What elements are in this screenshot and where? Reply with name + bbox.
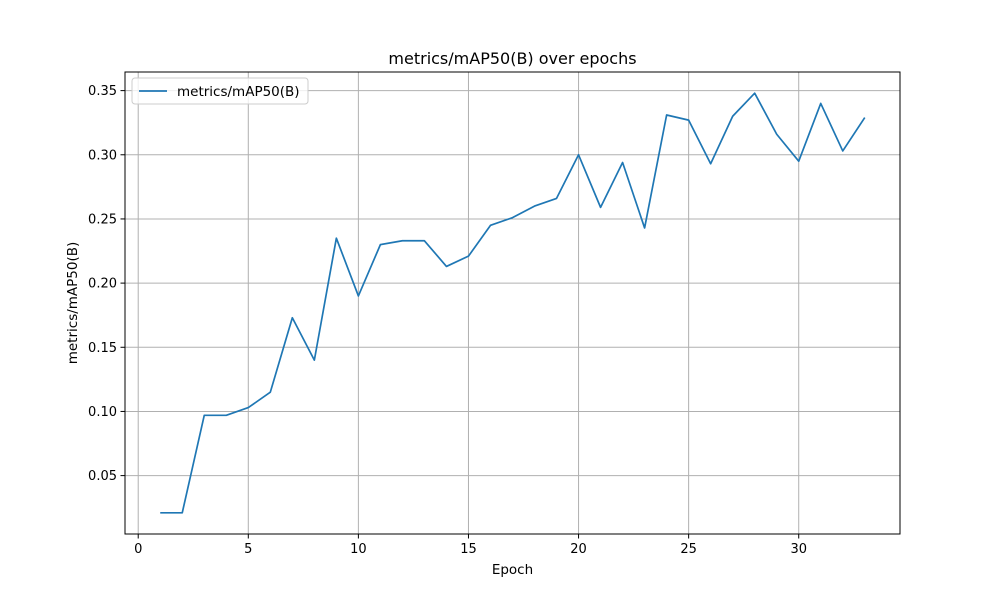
- x-tick-label: 15: [460, 542, 477, 557]
- plot-area-frame: [124, 71, 901, 535]
- series-lines: [160, 92, 866, 514]
- grid-lines: [125, 72, 900, 534]
- x-tick-label: 5: [244, 542, 252, 557]
- x-axis-label: Epoch: [492, 562, 533, 578]
- legend-box: [131, 77, 309, 105]
- y-axis-label: metrics/mAP50(B): [65, 242, 81, 365]
- legend: metrics/mAP50(B): [131, 77, 309, 105]
- y-tick-label: 0.25: [88, 212, 117, 227]
- y-tick-label: 0.30: [88, 148, 117, 163]
- y-tick-label: 0.15: [88, 341, 117, 356]
- y-tick-label: 0.35: [88, 84, 117, 99]
- x-tick-label: 30: [790, 542, 807, 557]
- y-tick-label: 0.10: [88, 405, 117, 420]
- series-line: [160, 92, 866, 514]
- x-tick-label: 25: [680, 542, 697, 557]
- chart-title: metrics/mAP50(B) over epochs: [388, 49, 636, 68]
- axis-ticks: 0 5 10 15 20 25 30 0.05 0.10 0.15 0.20 0.25 0.30 0.35: [88, 84, 807, 557]
- x-tick-label: 20: [570, 542, 587, 557]
- legend-label: metrics/mAP50(B): [177, 84, 300, 100]
- x-tick-label: 0: [134, 542, 142, 557]
- x-tick-label: 10: [350, 542, 367, 557]
- y-tick-label: 0.05: [88, 469, 117, 484]
- y-tick-label: 0.20: [88, 277, 117, 292]
